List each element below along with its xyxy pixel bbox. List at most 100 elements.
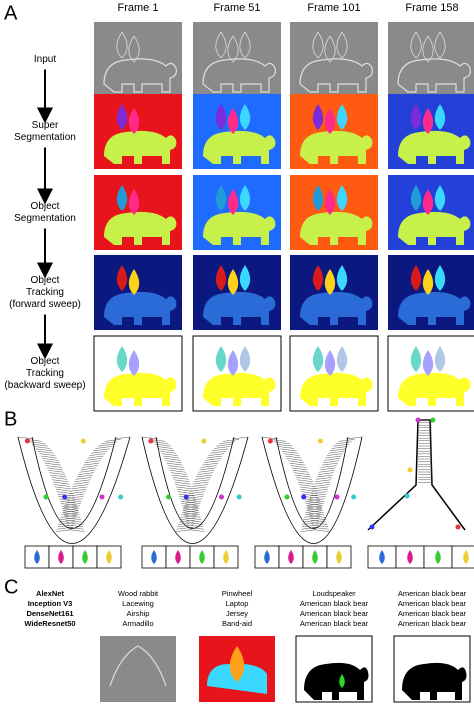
row-label: Super	[32, 120, 59, 131]
point	[455, 524, 461, 530]
row-label: (forward sweep)	[9, 299, 81, 310]
leaf	[227, 108, 239, 134]
hatch	[301, 524, 318, 528]
hatch	[182, 508, 199, 511]
hatch	[329, 448, 346, 452]
image-tile	[199, 636, 275, 702]
leaf	[336, 31, 348, 59]
bear	[203, 211, 276, 245]
hatch	[53, 481, 70, 485]
hatch	[298, 484, 315, 487]
hatch	[168, 467, 185, 471]
hatch	[302, 519, 319, 523]
hatch	[308, 512, 325, 516]
hatch	[310, 519, 327, 523]
hatch	[68, 493, 85, 497]
leaf	[336, 185, 348, 211]
hatch	[166, 462, 183, 466]
row-label: Object	[31, 356, 60, 367]
prediction: American black bear	[300, 609, 369, 618]
hatch	[75, 477, 92, 480]
network-name: WideResnet50	[24, 619, 75, 628]
hatch	[180, 515, 197, 518]
hatch	[59, 517, 76, 520]
image-tile	[193, 94, 281, 169]
leaf	[239, 185, 251, 211]
prediction: American black bear	[398, 619, 467, 628]
hatch	[35, 448, 53, 452]
leaf	[410, 104, 422, 130]
leaf	[239, 265, 251, 291]
hatch	[170, 472, 187, 475]
leaf	[410, 265, 422, 291]
hatch	[324, 458, 341, 461]
hatch	[54, 484, 71, 487]
hatch	[202, 462, 219, 466]
column-header: Frame 1	[118, 2, 159, 14]
network-name: Inception V3	[28, 599, 73, 608]
leaf	[324, 189, 336, 215]
leaf	[336, 346, 348, 372]
point	[183, 494, 189, 500]
point	[404, 493, 410, 499]
hatch	[285, 455, 302, 459]
bear	[104, 211, 177, 245]
point	[369, 524, 375, 530]
prediction: Pinwheel	[222, 589, 253, 598]
leaf	[422, 269, 434, 295]
hatch	[174, 481, 191, 485]
hatch	[185, 519, 203, 523]
hatch	[184, 512, 201, 516]
bear	[103, 58, 177, 93]
hatch	[176, 486, 193, 490]
hatch	[187, 496, 204, 499]
hatch	[309, 496, 326, 499]
point	[430, 417, 436, 423]
hatch	[158, 448, 175, 452]
hatch	[76, 474, 93, 478]
point	[24, 438, 30, 444]
hatch	[29, 441, 46, 444]
point	[99, 494, 105, 500]
hatch	[45, 465, 62, 468]
hatch	[289, 462, 306, 466]
hatch	[93, 448, 110, 452]
strip-frame	[165, 545, 191, 569]
leaf	[239, 346, 251, 372]
bear	[300, 291, 373, 325]
hatch	[58, 522, 75, 525]
hatch	[321, 462, 338, 466]
point	[284, 494, 290, 500]
row-label: Input	[34, 54, 56, 65]
hatch	[56, 491, 73, 494]
leaf	[151, 550, 157, 564]
row-label: Object	[31, 201, 60, 212]
row-label: Tracking	[26, 287, 64, 298]
hatch	[49, 472, 66, 475]
prediction: American black bear	[300, 599, 369, 608]
trajectory-branch	[367, 417, 466, 531]
leaf	[215, 185, 227, 211]
hatch	[311, 491, 328, 494]
hatch	[335, 441, 352, 444]
leaf	[312, 31, 324, 59]
hatch	[317, 472, 334, 475]
hatch	[286, 458, 303, 461]
bear	[304, 662, 369, 700]
point	[236, 494, 242, 500]
point	[415, 417, 421, 423]
strip-frame	[72, 545, 98, 569]
image-tile	[290, 94, 378, 169]
hatch	[316, 474, 333, 478]
leaf	[116, 346, 128, 372]
hatch	[58, 519, 76, 523]
hatch	[320, 465, 337, 468]
hatch	[66, 498, 83, 501]
row-label: Tracking	[26, 368, 64, 379]
strip-frame	[24, 545, 50, 569]
hatch	[313, 484, 330, 487]
hatch	[61, 512, 78, 516]
hatch	[104, 439, 121, 442]
point	[351, 494, 357, 500]
hatch	[302, 522, 319, 525]
